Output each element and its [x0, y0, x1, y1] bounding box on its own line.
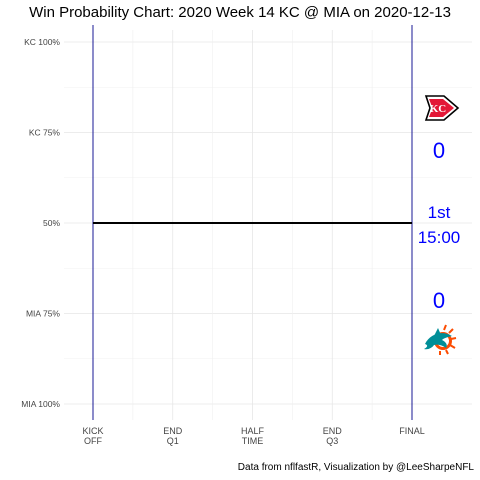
chart-caption: Data from nflfastR, Visualization by @Le… [237, 462, 474, 473]
home-team-score: 0 [433, 288, 445, 313]
chiefs-arrowhead-logo: KC [424, 95, 460, 121]
y-axis-ticks: KC 100% KC 75% 50% MIA 75% MIA 100% [21, 37, 60, 409]
y-tick-label: KC 100% [24, 37, 60, 47]
chart-title: Win Probability Chart: 2020 Week 14 KC @… [29, 4, 451, 21]
x-tick-label: END Q3 [323, 426, 343, 446]
game-clock-quarter: 1st [428, 203, 451, 222]
grid [64, 30, 472, 420]
svg-text:KC: KC [430, 103, 447, 115]
x-axis-ticks: KICK OFF END Q1 HALF TIME END Q3 FINAL [82, 426, 424, 446]
away-team-score: 0 [433, 138, 445, 163]
dolphins-logo [424, 324, 457, 355]
y-tick-label: MIA 100% [21, 399, 60, 409]
x-tick-label: HALF TIME [241, 426, 265, 446]
y-tick-label: KC 75% [29, 128, 61, 138]
x-tick-label: END Q1 [163, 426, 183, 446]
y-tick-label: 50% [43, 218, 60, 228]
x-tick-label: KICK OFF [82, 426, 103, 446]
x-tick-label: FINAL [399, 426, 425, 436]
game-clock-time: 15:00 [418, 228, 461, 247]
y-tick-label: MIA 75% [26, 309, 60, 319]
